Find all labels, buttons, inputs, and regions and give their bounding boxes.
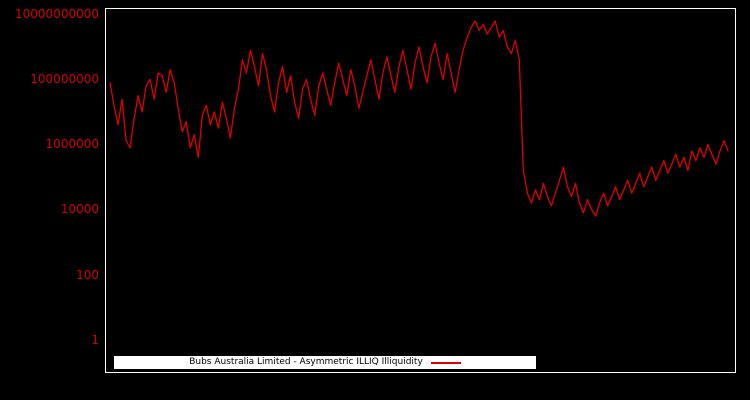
- plot-frame: [105, 8, 736, 373]
- y-tick-label: 10000000000: [15, 7, 99, 21]
- y-tick-label: 100000000: [30, 72, 99, 86]
- y-tick-label: 10000: [60, 202, 99, 216]
- y-tick-label: 100: [76, 268, 99, 282]
- y-tick-label: 1: [91, 333, 99, 347]
- legend-line-sample: [430, 361, 461, 364]
- illiq-line: [109, 20, 729, 217]
- legend-label: Bubs Australia Limited - Asymmetric ILLI…: [189, 357, 423, 367]
- legend: Bubs Australia Limited - Asymmetric ILLI…: [114, 356, 536, 369]
- y-tick-label: 1000000: [45, 137, 99, 151]
